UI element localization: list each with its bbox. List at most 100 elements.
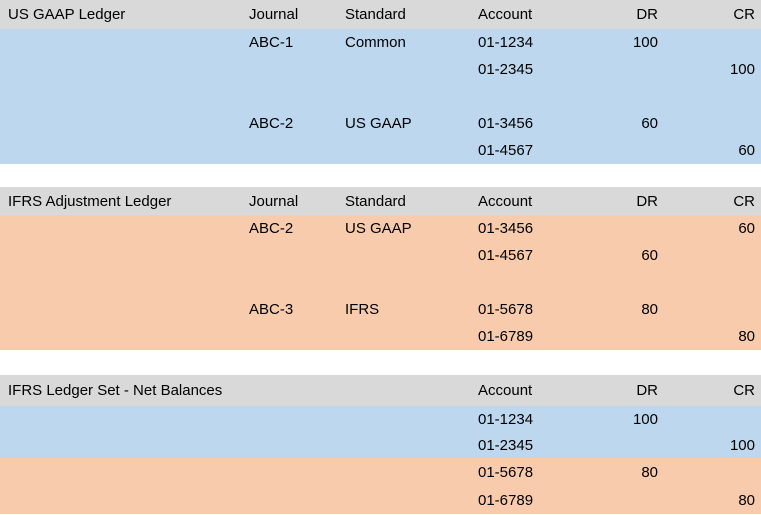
cr-cell: 80 bbox=[738, 328, 755, 345]
header-row: IFRS Adjustment Ledger Journal Standard … bbox=[0, 187, 761, 215]
row-label-spacer bbox=[0, 110, 244, 137]
standard-cell bbox=[340, 83, 470, 110]
col-header-account: Account bbox=[478, 6, 533, 23]
section-ifrs-adjustment-ledger: IFRS Adjustment Ledger Journal Standard … bbox=[0, 187, 761, 350]
row-label-spacer bbox=[0, 458, 470, 486]
standard-cell: US GAAP bbox=[345, 220, 412, 237]
standard-cell: Common bbox=[345, 34, 406, 51]
cr-cell: 60 bbox=[738, 142, 755, 159]
row-label-spacer bbox=[0, 432, 470, 458]
dr-cell bbox=[565, 215, 661, 242]
standard-cell bbox=[340, 323, 470, 350]
standard-cell: IFRS bbox=[345, 301, 380, 318]
cr-cell: 60 bbox=[738, 220, 755, 237]
col-header-cr: CR bbox=[733, 192, 755, 210]
dr-cell bbox=[565, 432, 661, 458]
standard-cell bbox=[340, 137, 470, 164]
table-row: ABC-3 IFRS 01-5678 80 bbox=[0, 296, 761, 323]
account-cell bbox=[470, 83, 565, 110]
table-row: ABC-2 US GAAP 01-3456 60 bbox=[0, 215, 761, 242]
table-row: 01-2345 100 bbox=[0, 432, 761, 458]
table-row: ABC-1 Common 01-1234 100 bbox=[0, 29, 761, 56]
dr-cell: 100 bbox=[632, 34, 658, 51]
table-row: 01-4567 60 bbox=[0, 242, 761, 269]
journal-cell bbox=[244, 137, 340, 164]
table-row: 01-4567 60 bbox=[0, 137, 761, 164]
dr-cell bbox=[565, 137, 661, 164]
col-header-account: Account bbox=[478, 382, 533, 399]
section-title: IFRS Adjustment Ledger bbox=[8, 192, 172, 210]
account-cell: 01-3456 bbox=[478, 220, 534, 237]
row-label-spacer bbox=[0, 215, 244, 242]
cr-cell bbox=[661, 29, 761, 56]
cr-cell: 80 bbox=[738, 491, 755, 509]
journal-cell bbox=[244, 323, 340, 350]
section-title: US GAAP Ledger bbox=[8, 6, 126, 23]
col-header-journal: Journal bbox=[249, 192, 299, 210]
row-label-spacer bbox=[0, 486, 470, 514]
account-cell: 01-1234 bbox=[478, 410, 534, 428]
account-cell: 01-6789 bbox=[478, 491, 534, 509]
header-row: IFRS Ledger Set - Net Balances Account D… bbox=[0, 375, 761, 406]
row-label-spacer bbox=[0, 269, 244, 296]
col-header-standard: Standard bbox=[345, 6, 406, 23]
dr-cell: 80 bbox=[641, 463, 658, 481]
journal-cell bbox=[244, 269, 340, 296]
row-label-spacer bbox=[0, 296, 244, 323]
cr-cell bbox=[661, 242, 761, 269]
account-cell: 01-5678 bbox=[478, 463, 534, 481]
cr-cell bbox=[661, 458, 761, 486]
cr-cell bbox=[661, 296, 761, 323]
journal-cell: ABC-1 bbox=[249, 34, 294, 51]
row-label-spacer bbox=[0, 29, 244, 56]
journal-cell: ABC-3 bbox=[249, 301, 294, 318]
journal-cell bbox=[244, 83, 340, 110]
col-header-account: Account bbox=[478, 192, 533, 210]
table-row: 01-1234 100 bbox=[0, 406, 761, 432]
table-row: 01-6789 80 bbox=[0, 323, 761, 350]
standard-cell bbox=[340, 269, 470, 296]
row-label-spacer bbox=[0, 323, 244, 350]
row-label-spacer bbox=[0, 137, 244, 164]
dr-cell bbox=[565, 83, 661, 110]
cr-cell bbox=[661, 83, 761, 110]
col-header-cr: CR bbox=[733, 382, 755, 399]
col-header-dr: DR bbox=[636, 382, 658, 399]
dr-cell: 60 bbox=[641, 115, 658, 132]
col-header-dr: DR bbox=[636, 6, 658, 23]
row-label-spacer bbox=[0, 406, 470, 432]
dr-cell bbox=[565, 56, 661, 83]
header-row: US GAAP Ledger Journal Standard Account … bbox=[0, 0, 761, 29]
dr-cell bbox=[565, 323, 661, 350]
journal-cell bbox=[244, 56, 340, 83]
table-row bbox=[0, 83, 761, 110]
dr-cell bbox=[565, 486, 661, 514]
account-cell: 01-2345 bbox=[478, 61, 534, 78]
dr-cell: 60 bbox=[641, 247, 658, 264]
account-cell bbox=[470, 269, 565, 296]
standard-cell bbox=[340, 56, 470, 83]
cr-cell: 100 bbox=[729, 61, 755, 78]
table-row bbox=[0, 269, 761, 296]
account-cell: 01-4567 bbox=[478, 247, 534, 264]
account-cell: 01-4567 bbox=[478, 142, 534, 159]
account-cell: 01-5678 bbox=[478, 301, 534, 318]
cr-cell bbox=[661, 110, 761, 137]
cr-cell: 100 bbox=[729, 436, 755, 454]
row-label-spacer bbox=[0, 242, 244, 269]
col-header-dr: DR bbox=[636, 192, 658, 210]
account-cell: 01-2345 bbox=[478, 436, 534, 454]
journal-cell: ABC-2 bbox=[249, 220, 294, 237]
table-row: 01-2345 100 bbox=[0, 56, 761, 83]
dr-cell: 100 bbox=[632, 410, 658, 428]
col-header-cr: CR bbox=[733, 6, 755, 23]
col-header-standard: Standard bbox=[345, 192, 406, 210]
cr-cell bbox=[661, 406, 761, 432]
journal-cell: ABC-2 bbox=[249, 115, 294, 132]
col-header-journal: Journal bbox=[249, 6, 299, 23]
dr-cell bbox=[565, 269, 661, 296]
row-label-spacer bbox=[0, 83, 244, 110]
section-ifrs-ledger-set-net-balances: IFRS Ledger Set - Net Balances Account D… bbox=[0, 375, 761, 514]
account-cell: 01-6789 bbox=[478, 328, 534, 345]
